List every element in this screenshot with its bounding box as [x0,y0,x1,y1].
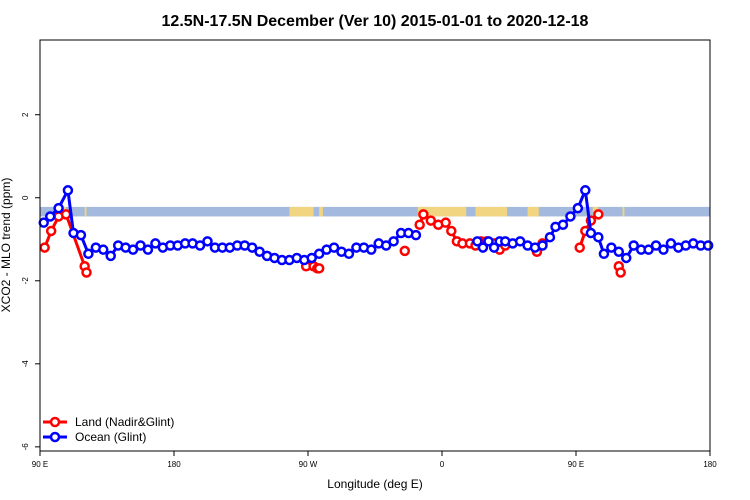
data-point-ocean [410,229,422,241]
data-point-ocean [643,244,654,255]
map-strip-land [417,206,467,217]
map-strip-land [622,206,625,217]
data-point-land [81,267,92,278]
data-point-ocean [613,246,625,257]
data-point-ocean [580,185,591,196]
x-tick-label: 90 E [568,460,584,469]
y-tick-label: 0 [21,195,30,200]
data-point-land [574,242,585,253]
y-tick-label: 2 [21,112,30,117]
data-point-ocean [202,236,213,247]
data-point-land [425,215,437,226]
map-strip-land [319,206,323,217]
legend-item-land: Land (Nadir&Glint) [43,415,174,429]
data-point-ocean [254,246,265,257]
data-point-ocean [544,231,556,243]
data-point-ocean [606,242,617,253]
data-point-ocean [621,252,632,264]
data-point-ocean [127,244,139,255]
plot-frame [39,39,711,452]
data-point-ocean [75,229,87,241]
legend-item-ocean: Ocean (Glint) [43,430,146,444]
map-strip [40,206,710,217]
data-point-ocean [565,211,576,222]
map-strip-land [475,206,508,217]
data-point-ocean [388,236,399,247]
data-point-ocean [328,242,340,253]
data-point-ocean [343,248,355,260]
data-point-ocean [658,244,669,255]
data-point-ocean [194,240,206,251]
data-point-land [45,225,57,237]
y-axis-label: XCO2 - MLO trend (ppm) [0,178,13,313]
data-point-ocean [366,244,377,255]
data-point-ocean [150,238,161,249]
map-strip-ocean [40,206,710,217]
x-tick-label: 90 W [299,460,318,469]
data-point-land [39,242,50,253]
data-point-ocean [83,248,94,260]
legend: Land (Nadir&Glint) Ocean (Glint) [43,415,174,444]
data-point-ocean [488,242,500,253]
y-axis: 2 0 -2 -4 -6 [21,112,40,450]
data-point-land [60,209,72,220]
data-point-land [418,209,429,220]
legend-label-land: Land (Nadir&Glint) [75,415,174,429]
x-axis-label: Longitude (deg E) [327,477,422,491]
map-strip-land [289,206,314,217]
y-tick-label: -4 [21,360,30,368]
data-point-ocean [472,236,483,247]
data-point-ocean [572,202,584,214]
data-point-ocean [380,240,392,251]
data-point-ocean [135,240,146,251]
data-point-land [399,245,411,257]
data-point-ocean [477,242,489,253]
data-point-ocean [53,202,64,214]
data-point-ocean [702,240,714,251]
chart-title: 12.5N-17.5N December (Ver 10) 2015-01-01… [162,13,589,30]
data-point-ocean [44,211,56,222]
data-point-ocean [98,244,109,255]
data-point-ocean [557,219,569,230]
data-point-land [414,219,425,230]
legend-marker-land [49,416,61,428]
data-point-ocean [628,240,639,251]
data-point-ocean [537,240,548,251]
data-point-ocean [142,244,154,255]
data-point-ocean [665,238,677,249]
series-layer [38,185,714,278]
y-tick-label: -2 [21,277,30,285]
data-point-ocean [483,236,494,247]
data-point-land [593,209,604,220]
map-strip-land [84,206,87,217]
data-point-ocean [585,227,597,239]
x-tick-label: 180 [703,460,717,469]
data-point-land [440,217,451,228]
data-point-ocean [246,242,258,253]
data-point-land [446,225,457,237]
data-point-ocean [313,248,325,260]
map-strip-land [527,206,539,217]
x-axis: 90 E 180 90 W 0 90 E 180 [32,451,717,469]
data-point-ocean [514,236,526,247]
x-tick-label: 0 [440,460,445,469]
series-ocean [38,185,714,266]
data-point-ocean [105,250,116,262]
data-point-land [313,263,325,274]
y-tick-label: -6 [21,443,30,451]
data-point-ocean [598,248,610,260]
data-point-land [615,267,626,278]
data-point-ocean [306,252,317,264]
data-point-ocean [593,231,604,243]
data-point-ocean [62,185,74,196]
legend-label-ocean: Ocean (Glint) [75,430,146,444]
data-point-ocean [650,240,662,251]
x-tick-label: 90 E [32,460,48,469]
legend-marker-ocean [49,431,61,443]
x-tick-label: 180 [167,460,181,469]
